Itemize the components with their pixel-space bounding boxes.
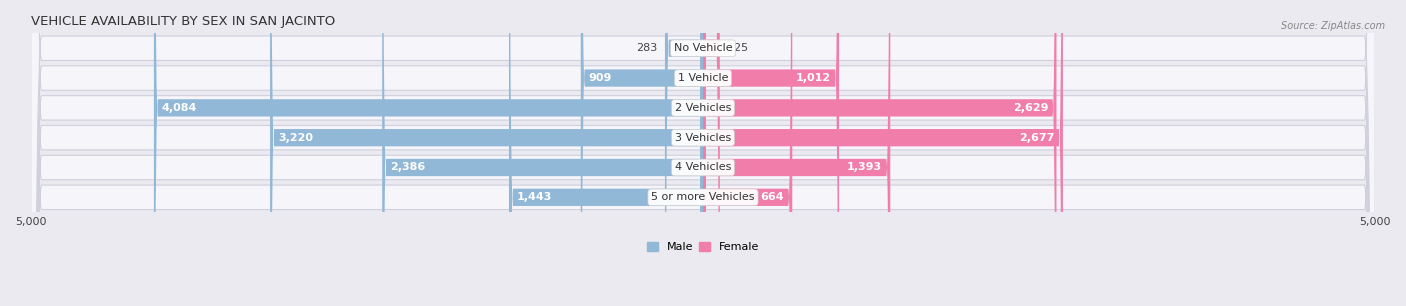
FancyBboxPatch shape xyxy=(31,0,1375,306)
Text: 2,386: 2,386 xyxy=(391,162,426,173)
FancyBboxPatch shape xyxy=(703,0,1056,306)
Text: 1 Vehicle: 1 Vehicle xyxy=(678,73,728,83)
Text: 3,220: 3,220 xyxy=(278,133,314,143)
Text: No Vehicle: No Vehicle xyxy=(673,43,733,53)
FancyBboxPatch shape xyxy=(270,0,703,306)
FancyBboxPatch shape xyxy=(665,0,703,306)
FancyBboxPatch shape xyxy=(703,0,890,306)
Text: 1,012: 1,012 xyxy=(796,73,831,83)
Text: 2,629: 2,629 xyxy=(1012,103,1049,113)
Text: 2 Vehicles: 2 Vehicles xyxy=(675,103,731,113)
Text: Source: ZipAtlas.com: Source: ZipAtlas.com xyxy=(1281,21,1385,32)
FancyBboxPatch shape xyxy=(31,0,1375,306)
FancyBboxPatch shape xyxy=(703,0,720,306)
Text: 2,677: 2,677 xyxy=(1019,133,1054,143)
FancyBboxPatch shape xyxy=(382,0,703,306)
Text: 4,084: 4,084 xyxy=(162,103,197,113)
FancyBboxPatch shape xyxy=(703,0,1063,306)
FancyBboxPatch shape xyxy=(153,0,703,306)
FancyBboxPatch shape xyxy=(31,0,1375,306)
FancyBboxPatch shape xyxy=(31,0,1375,306)
Text: 1,443: 1,443 xyxy=(517,192,553,202)
Text: VEHICLE AVAILABILITY BY SEX IN SAN JACINTO: VEHICLE AVAILABILITY BY SEX IN SAN JACIN… xyxy=(31,15,335,28)
Text: 1,393: 1,393 xyxy=(846,162,882,173)
FancyBboxPatch shape xyxy=(703,0,792,306)
Text: 125: 125 xyxy=(728,43,749,53)
Text: 4 Vehicles: 4 Vehicles xyxy=(675,162,731,173)
FancyBboxPatch shape xyxy=(31,0,1375,306)
FancyBboxPatch shape xyxy=(581,0,703,306)
Text: 664: 664 xyxy=(761,192,785,202)
FancyBboxPatch shape xyxy=(31,0,1375,306)
Text: 909: 909 xyxy=(589,73,612,83)
FancyBboxPatch shape xyxy=(509,0,703,306)
Text: 5 or more Vehicles: 5 or more Vehicles xyxy=(651,192,755,202)
FancyBboxPatch shape xyxy=(703,0,839,306)
Legend: Male, Female: Male, Female xyxy=(643,237,763,257)
Text: 283: 283 xyxy=(636,43,657,53)
Text: 3 Vehicles: 3 Vehicles xyxy=(675,133,731,143)
